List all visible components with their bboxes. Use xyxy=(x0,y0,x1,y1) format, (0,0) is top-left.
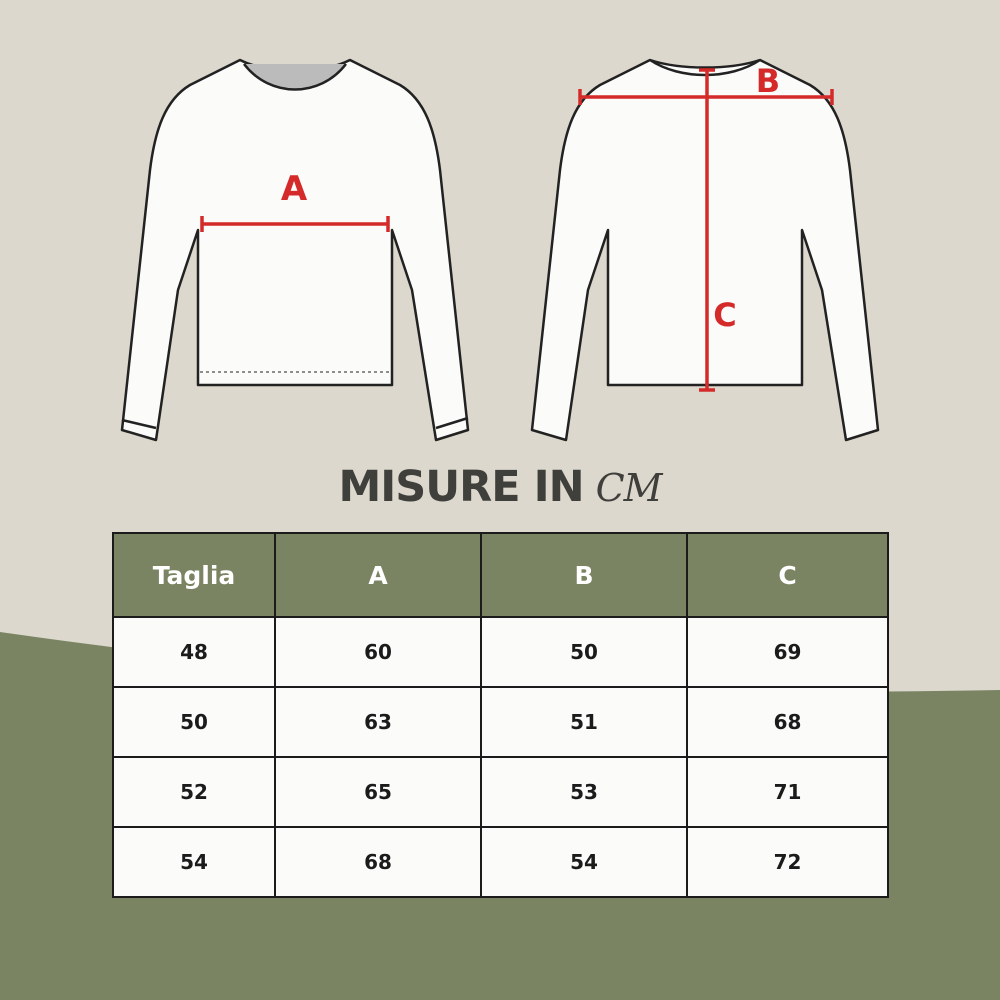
cell: 50 xyxy=(480,616,688,688)
title-unit: CM xyxy=(595,466,663,510)
cell: 50 xyxy=(112,686,276,758)
cell: 53 xyxy=(480,756,688,828)
measurement-lines xyxy=(200,68,834,392)
cell: 65 xyxy=(274,756,482,828)
header-cell: Taglia xyxy=(112,532,276,618)
cell: 63 xyxy=(274,686,482,758)
cell: 71 xyxy=(686,756,889,828)
header-cell: C xyxy=(686,532,889,618)
cell: 68 xyxy=(274,826,482,898)
table-header-row: Taglia A B C xyxy=(112,532,889,618)
table-row: 48 60 50 69 xyxy=(112,616,889,688)
table-row: 50 63 51 68 xyxy=(112,686,889,758)
cell: 54 xyxy=(112,826,276,898)
cell: 60 xyxy=(274,616,482,688)
label-c: C xyxy=(713,296,736,334)
page-title: MISURE IN CM xyxy=(0,462,1000,512)
label-a: A xyxy=(281,169,308,209)
header-cell: A xyxy=(274,532,482,618)
cell: 52 xyxy=(112,756,276,828)
size-table: Taglia A B C 48 60 50 69 50 63 51 68 52 65 53 71 … xyxy=(112,532,889,898)
front-shirt xyxy=(120,58,470,442)
table-row: 52 65 53 71 xyxy=(112,756,889,828)
label-b: B xyxy=(756,62,780,100)
back-shirt xyxy=(530,58,880,442)
cell: 48 xyxy=(112,616,276,688)
header-cell: B xyxy=(480,532,688,618)
table-row: 54 68 54 72 xyxy=(112,826,889,898)
title-text: MISURE IN xyxy=(338,462,584,512)
cell: 72 xyxy=(686,826,889,898)
cell: 68 xyxy=(686,686,889,758)
cell: 54 xyxy=(480,826,688,898)
cell: 69 xyxy=(686,616,889,688)
cell: 51 xyxy=(480,686,688,758)
garment-diagram: A B C xyxy=(120,58,880,442)
